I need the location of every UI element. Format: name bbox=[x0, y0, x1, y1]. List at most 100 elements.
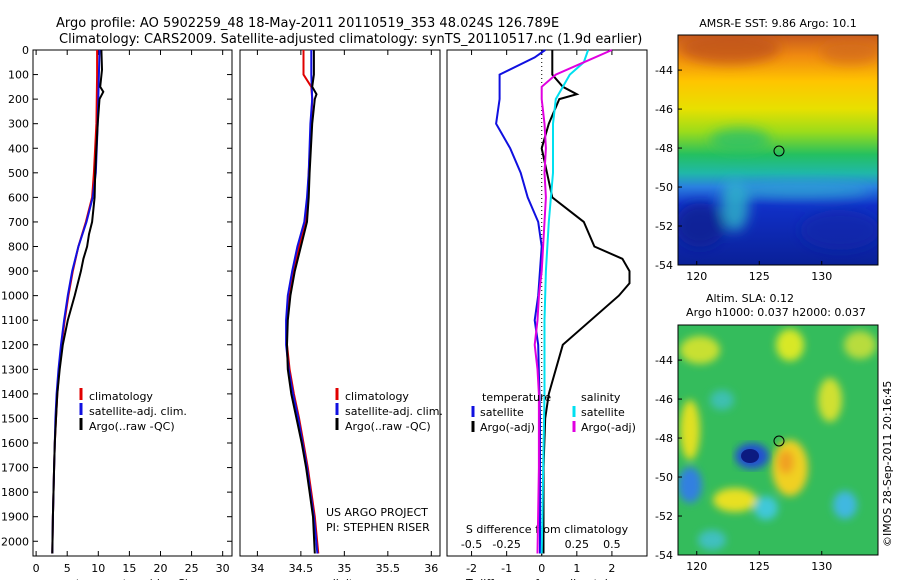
temperature-frame bbox=[32, 49, 233, 557]
temperature-xtick-label: 15 bbox=[122, 562, 136, 575]
sst-cyan-band bbox=[730, 182, 870, 198]
difference-xlabel: T difference from climatology bbox=[465, 577, 628, 580]
temperature-ytick-label: 1200 bbox=[1, 339, 29, 352]
sla-map-ytick-label: -48 bbox=[655, 432, 673, 445]
difference-legend-label: satellite bbox=[581, 406, 625, 419]
temperature-ytick-label: 900 bbox=[8, 265, 29, 278]
sst-map-ytick-label: -46 bbox=[655, 103, 673, 116]
temperature-legend-label: climatology bbox=[89, 390, 153, 403]
chart-temperature: 0 5 10 15 20 25 30 temperature (deg C) 0 100 200 30… bbox=[1, 44, 233, 580]
sla-yellow-blob-2 bbox=[776, 329, 804, 361]
sst-argo-marker bbox=[773, 145, 785, 157]
sst-green-tongue bbox=[710, 128, 770, 152]
temperature-ytick-label: 1700 bbox=[1, 462, 29, 475]
temperature-ytick-label: 2000 bbox=[1, 535, 29, 548]
sla-blue-blob-left bbox=[678, 467, 702, 503]
temperature-ytick-label: 1400 bbox=[1, 388, 29, 401]
difference-xtick-label: 0 bbox=[538, 562, 545, 575]
difference-legend-label: satellite bbox=[480, 406, 524, 419]
difference-series-line bbox=[540, 50, 631, 554]
temperature-ytick-label: 1800 bbox=[1, 486, 29, 499]
temperature-ytick-label: 800 bbox=[8, 241, 29, 254]
sla-yellow-blob bbox=[680, 336, 720, 364]
difference-legend-label: Argo(-adj) bbox=[480, 421, 535, 434]
temperature-ytick-label: 300 bbox=[8, 118, 29, 131]
salinity-xtick-label: 35.5 bbox=[376, 562, 401, 575]
temperature-ytick-label: 1600 bbox=[1, 437, 29, 450]
temperature-legend-label: satellite-adj. clim. bbox=[89, 405, 187, 418]
temperature-xtick-label: 20 bbox=[153, 562, 167, 575]
difference-s-tick-label: 0.5 bbox=[603, 538, 621, 551]
sst-warm-patch bbox=[680, 35, 780, 64]
difference-xlabel-top: S difference from climatology bbox=[466, 523, 629, 536]
sst-map-ytick-label: -44 bbox=[655, 64, 673, 77]
sst-deep-blue bbox=[678, 203, 725, 247]
salinity-series-line bbox=[285, 50, 318, 554]
sla-map-ytick-label: -46 bbox=[655, 393, 673, 406]
sla-map-ytick-label: -54 bbox=[655, 549, 673, 562]
temperature-ytick-label: 1500 bbox=[1, 412, 29, 425]
difference-legend-label: Argo(-adj) bbox=[581, 421, 636, 434]
sla-yellow-blob-3 bbox=[844, 331, 876, 359]
difference-xtick-label: -2 bbox=[466, 562, 477, 575]
sla-orange-core bbox=[778, 450, 794, 474]
sla-map-axes: 120 125 130 -44 -46 -48 -50 -52 -54 bbox=[655, 354, 832, 573]
chart-salinity: 34 34.5 35 35.5 36 salinity climatology satelli… bbox=[239, 49, 443, 580]
sla-map-ytick-label: -52 bbox=[655, 510, 673, 523]
difference-xtick-label: 1 bbox=[573, 562, 580, 575]
sla-yellow-blob-4 bbox=[680, 400, 700, 460]
sla-cyan-low-2 bbox=[833, 491, 857, 519]
salinity-xtick-label: 34 bbox=[250, 562, 264, 575]
temperature-xtick-label: 5 bbox=[64, 562, 71, 575]
sst-map-title: AMSR-E SST: 9.86 Argo: 10.1 bbox=[699, 17, 857, 30]
sla-map-ytick-label: -50 bbox=[655, 471, 673, 484]
temperature-ytick-label: 700 bbox=[8, 216, 29, 229]
temperature-ytick-label: 100 bbox=[8, 69, 29, 82]
difference-frame bbox=[446, 49, 648, 557]
sla-argo-marker bbox=[773, 435, 785, 447]
difference-series-line bbox=[495, 49, 546, 554]
salinity-annotation: PI: STEPHEN RISER bbox=[326, 521, 430, 534]
temperature-ytick-label: 0 bbox=[22, 44, 29, 57]
sla-cyan-blob bbox=[710, 390, 734, 410]
chart-difference: -2 -1 0 1 2 T difference from climatology -0.5… bbox=[446, 49, 648, 580]
difference-xtick-label: 2 bbox=[608, 562, 615, 575]
difference-s-tick-label: -0.5 bbox=[461, 538, 482, 551]
salinity-xtick-label: 35 bbox=[337, 562, 351, 575]
salinity-series-line bbox=[286, 50, 320, 554]
sla-map-xtick-label: 120 bbox=[686, 560, 707, 573]
header-line-1: Argo profile: AO 5902259_48 18-May-2011 … bbox=[56, 16, 559, 31]
salinity-xlabel: salinity bbox=[320, 577, 360, 580]
sst-map bbox=[678, 35, 878, 265]
sla-map-title: Altim. SLA: 0.12 bbox=[706, 292, 794, 305]
sla-map-subtitle: Argo h1000: 0.037 h2000: 0.037 bbox=[686, 306, 866, 319]
difference-legend-title-salinity: salinity bbox=[581, 391, 621, 404]
temperature-ytick-label: 200 bbox=[8, 93, 29, 106]
sst-map-ytick-label: -52 bbox=[655, 220, 673, 233]
difference-series-line bbox=[540, 49, 590, 554]
header-line-2: Climatology: CARS2009. Satellite-adjuste… bbox=[59, 32, 642, 47]
temperature-legend-label: Argo(..raw -QC) bbox=[89, 420, 175, 433]
temperature-series-line bbox=[51, 49, 105, 554]
temperature-ytick-label: 500 bbox=[8, 167, 29, 180]
sla-yellow-low bbox=[713, 488, 757, 512]
sla-low-eddy-core bbox=[741, 449, 759, 463]
temperature-ytick-label: 1900 bbox=[1, 511, 29, 524]
salinity-xtick-label: 34.5 bbox=[289, 562, 314, 575]
temperature-xlabel: temperature (deg C) bbox=[76, 577, 189, 580]
sst-map-frame bbox=[677, 34, 879, 266]
temperature-xtick-label: 10 bbox=[91, 562, 105, 575]
sst-map-xtick-label: 120 bbox=[686, 270, 707, 283]
salinity-frame bbox=[239, 49, 441, 557]
salinity-xtick-label: 36 bbox=[424, 562, 438, 575]
salinity-annotation: US ARGO PROJECT bbox=[326, 506, 428, 519]
temperature-ytick-label: 1300 bbox=[1, 363, 29, 376]
sla-cyan-low-3 bbox=[698, 530, 726, 550]
sla-cyan-low bbox=[754, 496, 778, 520]
temperature-xtick-label: 0 bbox=[33, 562, 40, 575]
sst-deep-blue-2 bbox=[800, 210, 878, 250]
salinity-legend-label: satellite-adj. clim. bbox=[345, 405, 443, 418]
sst-map-ytick-label: -50 bbox=[655, 181, 673, 194]
sst-map-axes: 120 125 130 -44 -46 -48 -50 -52 -54 bbox=[655, 64, 832, 283]
